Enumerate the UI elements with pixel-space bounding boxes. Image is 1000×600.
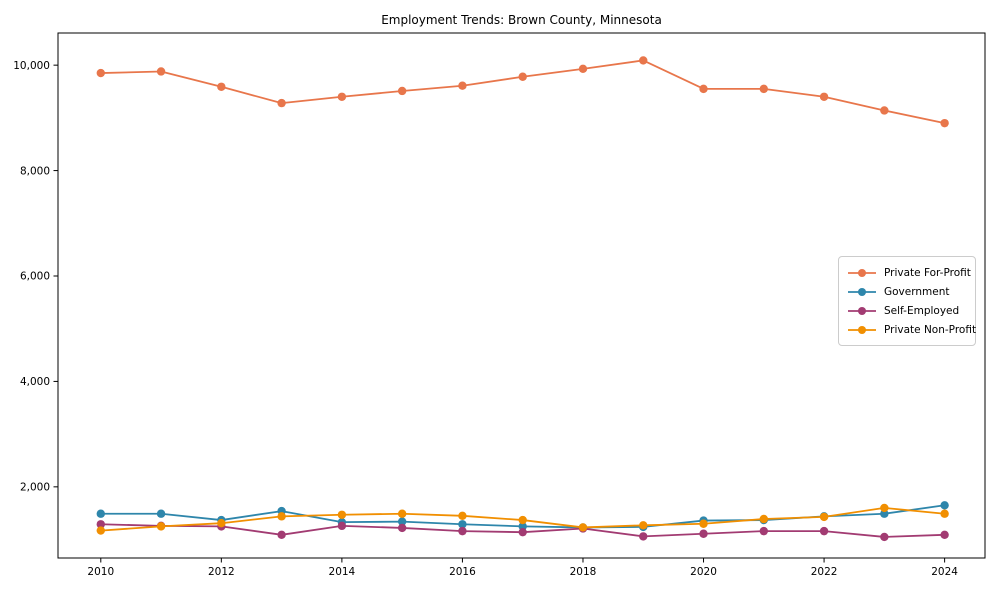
- data-point-private-for-profit: [880, 106, 889, 115]
- data-point-self-employed: [337, 521, 347, 531]
- data-point-private-non-profit: [880, 503, 889, 513]
- x-axis-tick-label: 2016: [449, 566, 476, 578]
- data-point-self-employed: [880, 532, 889, 542]
- data-point-private-for-profit: [699, 84, 708, 94]
- data-point-private-for-profit: [639, 56, 648, 65]
- data-point-government: [96, 509, 105, 518]
- data-point-private-non-profit: [96, 526, 105, 535]
- x-axis-tick-label: 2018: [570, 566, 597, 578]
- data-point-private-for-profit: [156, 67, 166, 76]
- y-axis-tick-label: 8,000: [20, 165, 50, 177]
- data-point-private-non-profit: [940, 509, 949, 518]
- data-point-self-employed: [96, 520, 105, 529]
- x-axis-tick-label: 2020: [690, 566, 717, 578]
- data-point-private-for-profit: [759, 84, 768, 94]
- data-point-government: [156, 509, 166, 518]
- data-point-self-employed: [639, 532, 648, 541]
- data-point-self-employed: [819, 526, 829, 536]
- legend-label: Government: [884, 285, 950, 298]
- data-point-self-employed: [518, 527, 527, 537]
- legend-marker-icon: [848, 268, 876, 277]
- data-point-private-for-profit: [458, 81, 467, 90]
- x-axis-tick-label: 2024: [931, 566, 958, 578]
- x-axis-tick-label: 2014: [329, 566, 356, 578]
- legend-item-self-employed: Self-Employed: [847, 301, 967, 320]
- legend: Private For-Profit Government Self-Employe…: [838, 256, 976, 346]
- data-point-private-for-profit: [518, 72, 527, 81]
- series-private-for-profit: [96, 56, 949, 128]
- data-point-self-employed: [699, 529, 708, 538]
- y-axis-tick-label: 4,000: [20, 376, 50, 388]
- data-point-government: [458, 520, 467, 529]
- legend-marker-icon: [848, 306, 876, 315]
- data-point-government: [880, 509, 889, 518]
- x-axis-tick-label: 2010: [87, 566, 114, 578]
- data-point-government: [940, 501, 949, 510]
- series-line-private-for-profit: [99, 59, 946, 125]
- data-point-self-employed: [397, 523, 407, 533]
- chart-title: Employment Trends: Brown County, Minneso…: [381, 13, 662, 27]
- data-point-government: [397, 517, 407, 526]
- legend-label: Private For-Profit: [884, 266, 971, 279]
- data-point-private-non-profit: [639, 521, 648, 530]
- data-point-private-non-profit: [759, 514, 768, 524]
- data-point-private-non-profit: [277, 512, 286, 521]
- legend-item-government: Government: [847, 282, 967, 301]
- legend-item-private-for-profit: Private For-Profit: [847, 263, 971, 282]
- data-point-private-for-profit: [819, 92, 829, 101]
- data-point-private-non-profit: [397, 509, 407, 518]
- data-point-private-non-profit: [337, 510, 347, 519]
- y-axis-tick-label: 10,000: [13, 60, 50, 72]
- data-point-private-non-profit: [217, 519, 226, 528]
- data-point-private-for-profit: [217, 82, 226, 91]
- data-point-self-employed: [458, 526, 467, 536]
- data-point-private-non-profit: [518, 515, 527, 525]
- legend-item-private-non-profit: Private Non-Profit: [847, 320, 976, 339]
- x-axis-tick-label: 2022: [811, 566, 838, 578]
- data-point-private-non-profit: [578, 523, 588, 532]
- data-point-private-for-profit: [96, 68, 105, 78]
- x-axis-tick-label: 2012: [208, 566, 235, 578]
- legend-marker-icon: [848, 325, 876, 334]
- plot-border: [57, 32, 986, 559]
- legend-marker-icon: [848, 287, 876, 296]
- legend-label: Self-Employed: [884, 304, 960, 317]
- data-point-government: [518, 522, 527, 531]
- data-point-private-for-profit: [940, 118, 949, 128]
- data-point-self-employed: [277, 530, 286, 540]
- data-point-private-non-profit: [156, 522, 166, 531]
- data-point-private-non-profit: [819, 512, 829, 522]
- y-axis-tick-label: 6,000: [20, 271, 50, 283]
- y-axis-tick-label: 2,000: [20, 482, 50, 494]
- legend-label: Private Non-Profit: [884, 323, 977, 336]
- data-point-private-non-profit: [699, 519, 708, 528]
- data-point-private-for-profit: [277, 98, 286, 108]
- series-private-non-profit: [96, 503, 949, 535]
- data-point-private-for-profit: [397, 86, 407, 96]
- data-point-private-for-profit: [337, 92, 347, 101]
- data-point-self-employed: [759, 526, 768, 536]
- data-point-private-for-profit: [578, 64, 588, 74]
- data-point-self-employed: [940, 530, 949, 540]
- data-point-private-non-profit: [458, 511, 467, 521]
